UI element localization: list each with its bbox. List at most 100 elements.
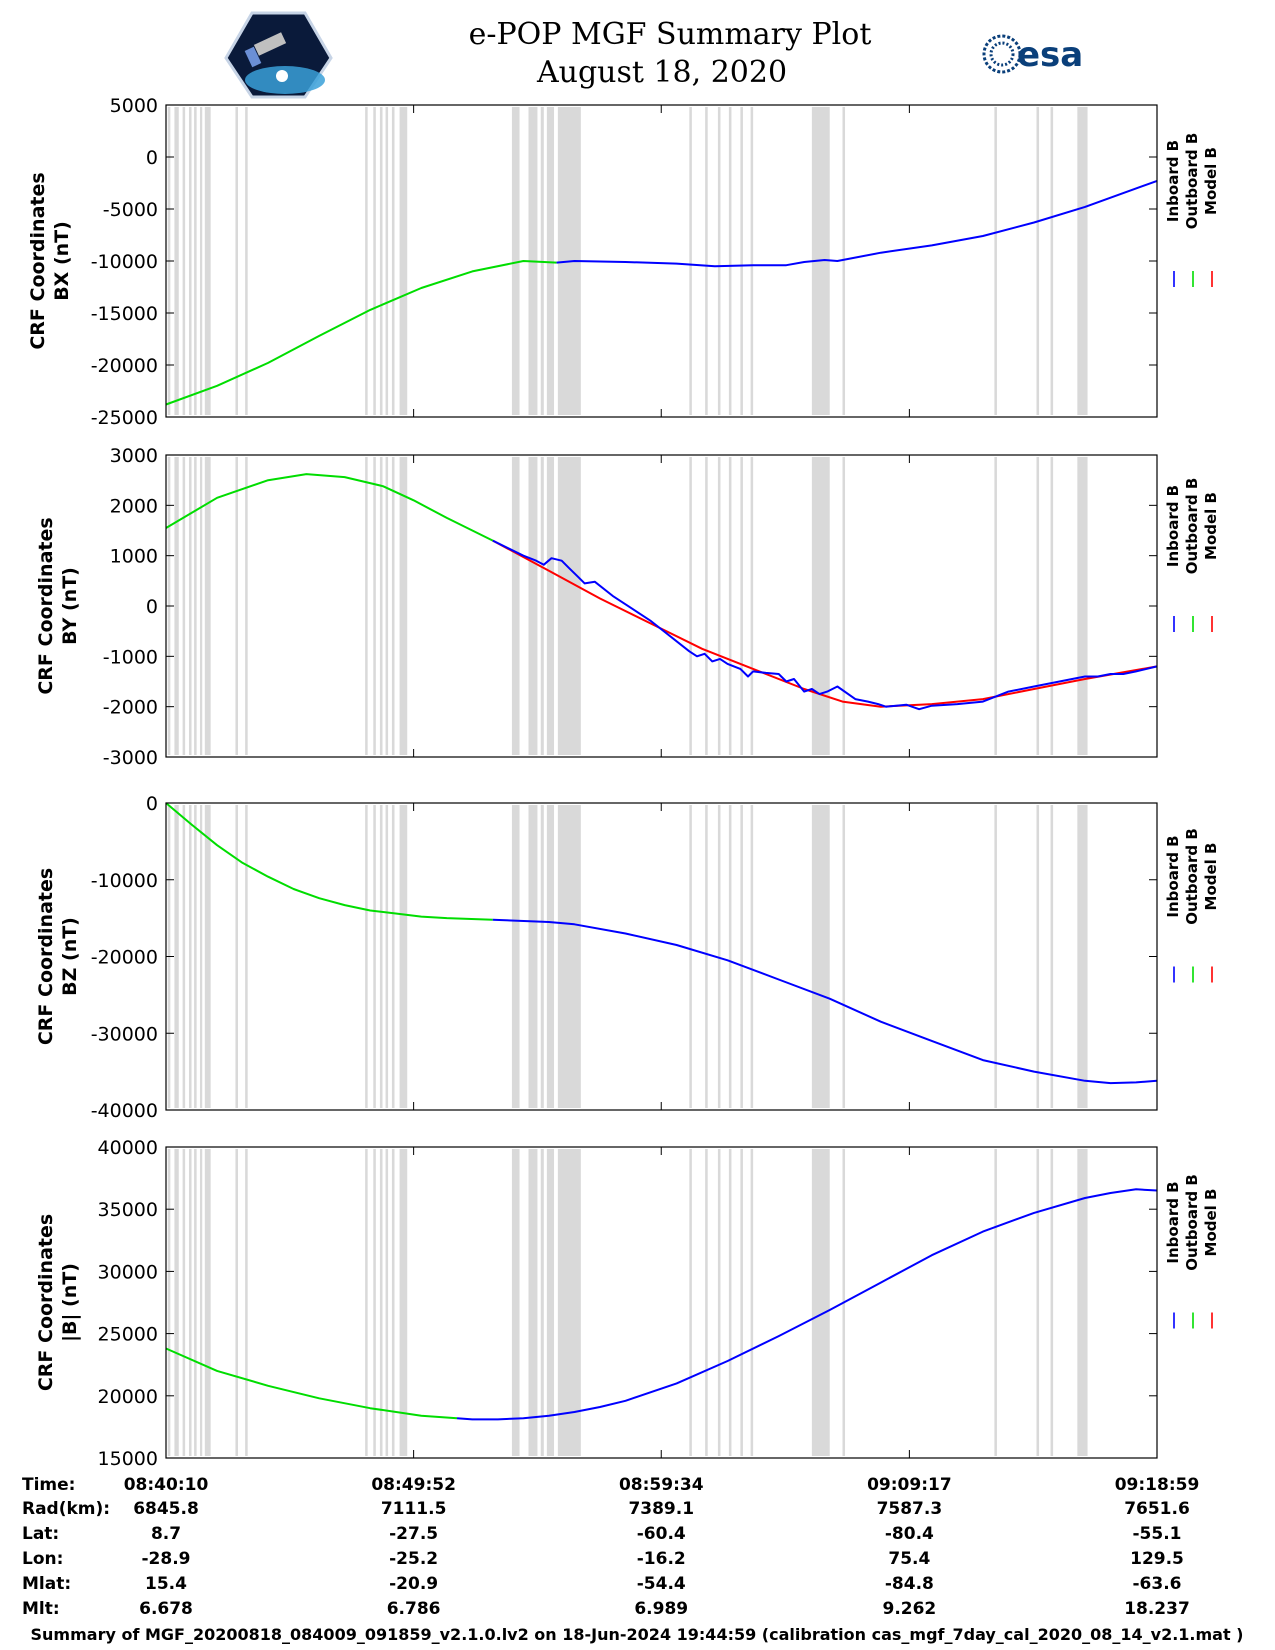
- info-cell: 7389.1: [628, 1499, 694, 1519]
- legend-label: Inboard B: [1164, 1181, 1182, 1263]
- gap-band: [235, 457, 238, 755]
- gap-band: [182, 457, 186, 755]
- gap-band: [750, 1149, 754, 1456]
- y-axis-title: CRF Coordinates: [35, 1214, 57, 1391]
- gap-band: [245, 107, 248, 415]
- gap-band: [194, 457, 197, 755]
- legend: Inboard B Outboard B Model B: [1164, 1174, 1220, 1329]
- plot-frame: [165, 104, 1158, 418]
- legend-label: Outboard B: [1183, 478, 1201, 575]
- gap-band: [365, 107, 368, 415]
- info-row-label: Time:: [22, 1475, 75, 1495]
- gap-band: [399, 1149, 408, 1456]
- gap-band: [379, 457, 383, 755]
- y-tick-label: 5000: [110, 95, 158, 117]
- gap-band: [546, 107, 555, 415]
- gap-band: [511, 1149, 520, 1456]
- y-tick-label: 15000: [98, 1448, 158, 1470]
- y-tick-label: 20000: [98, 1386, 158, 1408]
- gap-band: [199, 805, 203, 1108]
- series-outboard-b: [165, 260, 557, 406]
- gap-band: [385, 107, 389, 415]
- gap-band: [994, 107, 997, 415]
- gap-band: [511, 457, 520, 755]
- gap-band: [204, 457, 211, 755]
- gap-band: [399, 457, 408, 755]
- legend-label: Inboard B: [1164, 835, 1182, 917]
- gap-band: [1036, 805, 1040, 1108]
- gap-band: [1077, 1149, 1088, 1456]
- y-tick-label: -2000: [103, 697, 158, 719]
- gap-band: [1050, 805, 1054, 1108]
- gap-band: [750, 805, 754, 1108]
- y-axis-subtitle: BZ (nT): [59, 917, 81, 996]
- gap-band: [1050, 107, 1054, 415]
- y-tick-label: -1000: [103, 646, 158, 668]
- gap-band: [182, 1149, 186, 1456]
- series-inboard-b: [492, 539, 1158, 711]
- info-row-label: Rad(km):: [22, 1499, 110, 1519]
- x-tick-label: 09:09:17: [867, 1475, 952, 1495]
- y-tick-label: -10000: [91, 870, 158, 892]
- gap-band: [194, 107, 197, 415]
- gap-band: [705, 457, 708, 755]
- gap-band: [235, 107, 238, 415]
- gap-band: [811, 805, 830, 1108]
- gap-band: [174, 805, 179, 1108]
- info-cell: 6.678: [139, 1599, 193, 1619]
- gap-band: [728, 805, 732, 1108]
- gap-band: [689, 805, 692, 1108]
- legend-label: Inboard B: [1164, 485, 1182, 567]
- gap-band: [194, 1149, 197, 1456]
- gap-band: [705, 1149, 708, 1456]
- gap-band: [385, 1149, 389, 1456]
- gap-band: [717, 457, 721, 755]
- panel-1: 5000 0 -5000 -10000 -15000 -20000 -25000 CRF Co…: [27, 95, 1220, 429]
- gap-band: [399, 805, 408, 1108]
- gap-band: [391, 107, 395, 415]
- series-inboard-b: [492, 918, 1158, 1085]
- footer-summary: Summary of MGF_20200818_084009_091859_v2…: [31, 1625, 1244, 1644]
- epop-logo: [224, 11, 333, 99]
- info-cell: -60.4: [637, 1524, 686, 1544]
- gap-band: [994, 1149, 997, 1456]
- gap-band: [385, 457, 389, 755]
- orbit-info-table: Time: Rad(km): Lat: Lon: Mlat: Mlt: 6845.8 8.7 -…: [22, 1475, 1190, 1619]
- y-tick-label: 40000: [98, 1137, 158, 1159]
- info-row-label: Mlat:: [22, 1574, 71, 1594]
- gap-band: [811, 457, 830, 755]
- gap-band: [174, 457, 179, 755]
- info-row-label: Lat:: [22, 1524, 59, 1544]
- gap-band: [842, 457, 846, 755]
- legend: Inboard B Outboard B Model B: [1164, 478, 1220, 632]
- gap-band: [182, 107, 186, 415]
- y-tick-label: -5000: [103, 199, 158, 221]
- gap-band: [717, 1149, 721, 1456]
- legend-label: Outboard B: [1183, 828, 1201, 925]
- y-tick-label: 0: [146, 147, 158, 169]
- y-tick-label: 35000: [98, 1199, 158, 1221]
- y-tick-label: -10000: [91, 251, 158, 273]
- y-axis-subtitle: |B| (nT): [59, 1263, 81, 1342]
- gap-band: [379, 805, 383, 1108]
- info-cell: -55.1: [1133, 1524, 1182, 1544]
- info-cell: 9.262: [882, 1599, 936, 1619]
- gap-band: [728, 1149, 732, 1456]
- y-axis-title: CRF Coordinates: [35, 517, 57, 694]
- legend: Inboard B Outboard B Model B: [1164, 133, 1220, 287]
- y-tick-label: 3000: [110, 445, 158, 467]
- gap-band: [740, 107, 743, 415]
- info-cell: -84.8: [885, 1574, 934, 1594]
- gap-band: [705, 805, 708, 1108]
- gap-band: [245, 805, 248, 1108]
- gap-band: [557, 457, 581, 755]
- y-axis-subtitle: BY (nT): [59, 567, 81, 645]
- esa-logo: esa: [982, 34, 1083, 75]
- gap-band: [528, 457, 538, 755]
- gap-band: [1050, 457, 1054, 755]
- series-outboard-b: [165, 473, 494, 542]
- gap-band: [1077, 805, 1088, 1108]
- gap-band: [740, 805, 743, 1108]
- panel-2: 3000 2000 1000 0 -1000 -2000 -3000 CRF Coordina…: [35, 445, 1220, 769]
